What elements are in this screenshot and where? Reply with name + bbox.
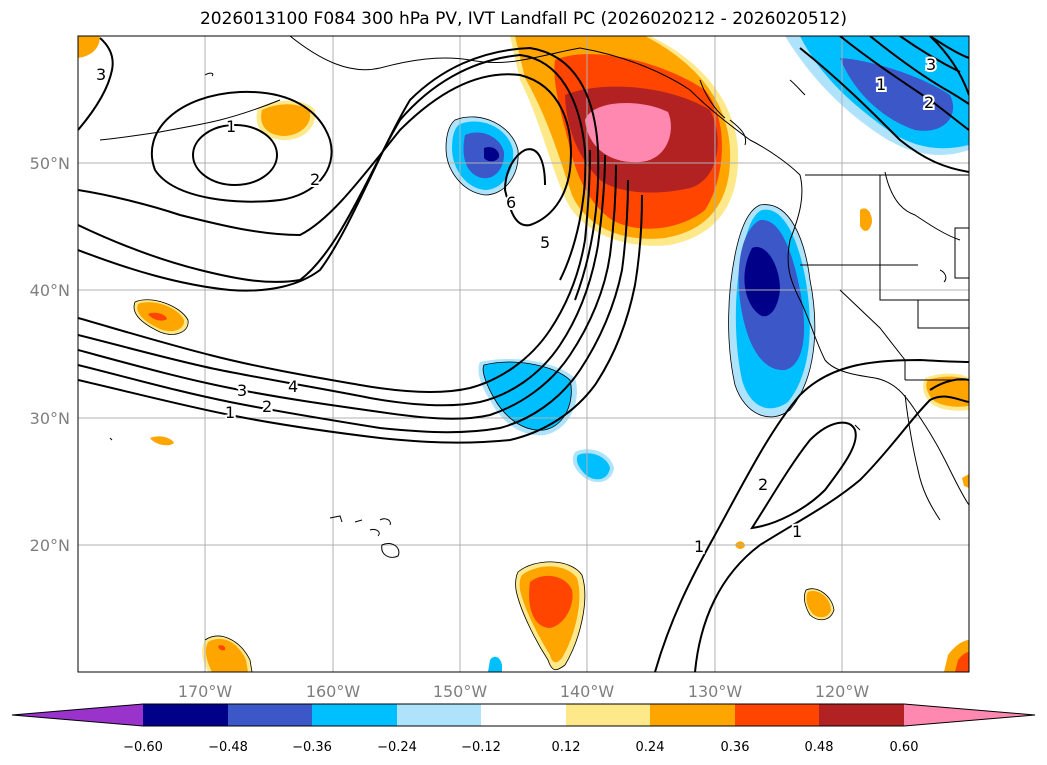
colorbar-extend-low (12, 704, 143, 726)
colorbar-segment (481, 704, 566, 726)
map-title: 2026013100 F084 300 hPa PV, IVT Landfall… (199, 9, 847, 29)
pv-contours (78, 36, 969, 672)
lat-label: 40°N (30, 281, 70, 300)
map-frame (77, 35, 970, 673)
contour-label: 2 (310, 170, 320, 189)
lat-label: 20°N (30, 536, 70, 555)
colorbar-tick: 0.48 (805, 740, 834, 755)
contour-label: 1 (876, 75, 886, 94)
colorbar-tick: −0.48 (208, 740, 248, 755)
colorbar-tick: 0.36 (721, 740, 750, 755)
colorbar-tick: 0.24 (636, 740, 665, 755)
contour-label: 4 (288, 377, 298, 396)
lat-label: 50°N (30, 154, 70, 173)
contour-label: 2 (758, 475, 768, 494)
colorbar-segment (312, 704, 397, 726)
colorbar-segment (397, 704, 481, 726)
shading-california-negative (728, 204, 815, 417)
contour-label: 5 (540, 233, 550, 252)
colorbar-segment (143, 704, 228, 726)
colorbar-tick: −0.60 (123, 740, 163, 755)
lon-label: 160°W (306, 682, 361, 701)
lon-label: 150°W (433, 682, 488, 701)
contour-label: 1 (694, 537, 704, 556)
colorbar-tick: 0.12 (552, 740, 581, 755)
lat-label: 30°N (30, 409, 70, 428)
contour-label: 2 (924, 93, 934, 112)
colorbar-segment (650, 704, 735, 726)
colorbar-segment (735, 704, 819, 726)
colorbar-tick: 0.60 (890, 740, 919, 755)
colorbar-segment (228, 704, 312, 726)
contour-labels: 3 1 2 6 5 1 2 3 4 3 2 1 2 1 1 (94, 53, 938, 558)
contour-label: 3 (926, 55, 936, 74)
lat-labels: 50°N 40°N 30°N 20°N (30, 154, 70, 555)
colorbar-tick: −0.12 (461, 740, 501, 755)
contour-label: 1 (225, 403, 235, 422)
shading-outlines (133, 116, 835, 672)
colorbar-outline (11, 703, 1036, 727)
colorbar-ticks: −0.60 −0.48 −0.36 −0.24 −0.12 0.12 0.24 … (123, 740, 918, 755)
colorbar-extend-high (904, 704, 1035, 726)
contour-label: 1 (226, 117, 236, 136)
contour-label: 6 (506, 193, 516, 212)
shading-positive-patches (78, 36, 969, 672)
contour-label: 1 (792, 522, 802, 541)
lon-labels: 170°W 160°W 150°W 140°W 130°W 120°W (178, 682, 870, 701)
colorbar-tick: −0.24 (377, 740, 417, 755)
contour-label: 2 (262, 397, 272, 416)
lon-label: 130°W (688, 682, 743, 701)
lon-label: 120°W (815, 682, 870, 701)
contour-label: 3 (237, 381, 247, 400)
colorbar-segment (566, 704, 650, 726)
colorbar-segment (819, 704, 904, 726)
colorbar: −0.60 −0.48 −0.36 −0.24 −0.12 0.12 0.24 … (11, 703, 1036, 755)
lon-label: 140°W (560, 682, 615, 701)
colorbar-tick: −0.36 (292, 740, 332, 755)
contour-label: 3 (96, 65, 106, 84)
lon-label: 170°W (178, 682, 233, 701)
map-area: 3 1 2 6 5 1 2 3 4 3 2 1 2 1 1 (78, 36, 969, 672)
